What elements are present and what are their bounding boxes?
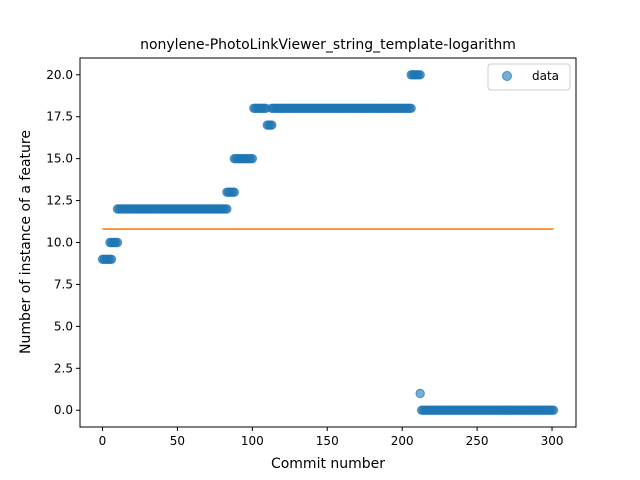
legend-marker [502,71,512,81]
y-tick-label: 17.5 [46,110,73,124]
plot-area [97,70,559,415]
x-tick-label: 0 [99,434,107,448]
y-tick-label: 20.0 [46,68,73,82]
data-point [406,103,416,114]
x-axis-label: Commit number [271,456,385,472]
data-point [229,187,240,197]
data-point [222,204,232,214]
y-tick-label: 2.5 [54,361,73,375]
y-tick-label: 10.0 [46,236,73,250]
y-tick-label: 0.0 [54,403,73,417]
data-point [415,70,425,80]
x-tick-label: 150 [316,434,339,448]
data-point [106,254,117,264]
data-point [548,405,559,415]
scatter-series-data [97,70,559,415]
data-point [267,120,277,130]
x-tick-label: 300 [541,434,564,448]
y-tick-label: 12.5 [46,194,73,208]
data-point [112,237,123,248]
axes: 0 50 100 150 200 250 300 0.0 2.5 5.0 7.5 10.0 12.5 15… [46,57,577,448]
x-tick-label: 100 [241,434,264,448]
data-point [247,153,258,164]
y-tick-label: 15.0 [46,152,73,166]
x-tick-label: 200 [391,434,414,448]
y-tick-label: 7.5 [54,277,73,291]
data-point [415,388,425,399]
x-tick-label: 250 [466,434,489,448]
chart-title: nonylene-PhotoLinkViewer_string_template… [140,37,516,53]
legend: data [487,63,571,91]
y-tick-label: 5.0 [54,319,73,333]
y-axis-label: Number of instance of a feature [18,130,34,354]
legend-box [487,63,571,91]
x-tick-label: 50 [170,434,185,448]
legend-label-data: data [532,69,559,83]
